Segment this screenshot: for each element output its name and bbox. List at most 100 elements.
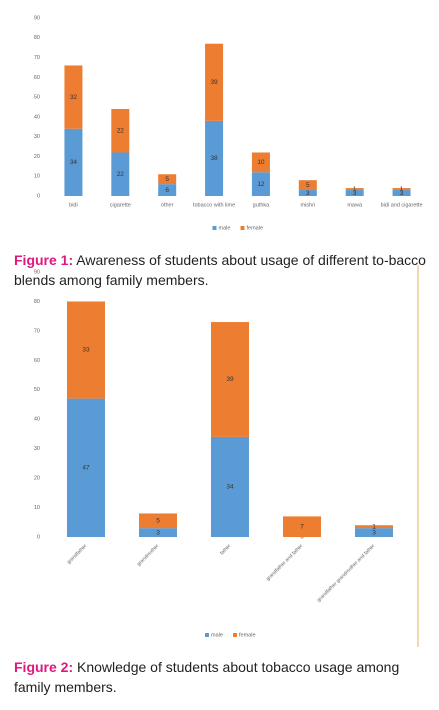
y-tick-label: 90 [34,15,40,21]
y-tick-label: 40 [34,417,40,423]
y-tick-label: 70 [34,55,40,61]
legend-swatch [212,226,217,230]
y-tick-label: 10 [34,174,40,180]
legend-label: male [219,225,231,231]
caption: Figure 2: Knowledge of students about to… [14,657,429,697]
x-tick-label: cigarette [110,202,131,208]
x-tick-label: guthka [253,202,270,208]
bar-segment [298,180,317,191]
y-tick-label: 0 [37,193,40,199]
data-label: 3 [156,529,160,536]
bar-segment [111,108,130,153]
data-label: 22 [117,127,125,134]
bar-segment [345,188,364,191]
y-tick-label: 80 [34,299,40,305]
figure-label: Figure 1: [14,252,74,268]
data-label: 1 [400,186,404,193]
bar-segment [211,436,249,537]
bar-segment [64,65,83,129]
data-label: 39 [226,376,234,383]
data-label: 12 [257,181,265,188]
caption-text: Knowledge of students about tobacco usag… [14,659,400,695]
x-tick-label: grandmother [136,543,161,568]
data-label: 3 [353,190,357,197]
data-label: 0 [300,534,304,541]
x-tick-label: grandfather and father [265,543,304,582]
y-tick-label: 70 [34,328,40,334]
x-tick-label: grandfather [66,543,89,566]
caption-text: Awareness of students about usage of dif… [14,252,426,288]
legend-label: female [247,225,264,231]
data-label: 7 [300,523,304,530]
data-label: 5 [306,182,310,189]
bar-segment [67,398,105,537]
bar-segment [139,528,177,537]
chart: 01020304050607080904733grandfather35gran… [34,265,419,647]
y-tick-label: 80 [34,35,40,41]
data-label: 1 [372,523,376,530]
y-tick-label: 20 [34,476,40,482]
figure-label: Figure 2: [14,659,74,675]
bar-segment [345,190,364,196]
legend-label: male [211,632,223,638]
legend-label: female [239,632,256,638]
x-tick-label: bidi and cigarette [381,202,423,208]
data-label: 47 [82,465,90,472]
y-tick-label: 60 [34,75,40,81]
data-label: 5 [156,518,160,525]
bar-segment [355,525,393,529]
bar-segment [64,128,83,196]
bar-segment [111,152,130,196]
chart: 0 10 20 30 40 50 60 70 80 90 34 32 bidi 22 22 cigarette… [34,15,423,231]
bar-segment [139,513,177,529]
bar-segment [205,120,224,196]
data-label: 38 [210,155,218,162]
data-label: 10 [257,159,265,166]
x-tick-label: bidi [69,202,78,208]
bar-segment [392,190,411,196]
legend-swatch [205,633,209,637]
legend-swatch [240,226,245,230]
data-label: 33 [82,347,90,354]
y-tick-label: 10 [34,505,40,511]
x-tick-label: grandfather grandmother and father [316,543,376,603]
data-label: 6 [165,187,169,194]
data-label: 39 [210,79,218,86]
bar-segment [392,188,411,191]
y-tick-label: 50 [34,95,40,101]
bar-segment [211,322,249,437]
legend-swatch [233,633,237,637]
bar-segment [283,516,321,537]
x-tick-label: other [161,202,174,208]
bar-segment [251,172,270,196]
data-label: 32 [70,94,78,101]
bar-segment [158,174,177,185]
bar-segment [67,301,105,399]
bar-segment [298,190,317,196]
data-label: 34 [226,484,234,491]
bar-segment [251,152,270,173]
data-label: 3 [306,190,310,197]
y-tick-label: 90 [34,269,40,275]
data-label: 3 [400,190,404,197]
caption: Figure 1: Awareness of students about us… [14,250,429,290]
data-label: 5 [165,176,169,183]
x-tick-label: mishri [300,202,315,208]
data-label: 3 [372,529,376,536]
y-tick-label: 20 [34,154,40,160]
bar-segment [355,528,393,537]
bar-segment [158,184,177,196]
y-tick-label: 40 [34,114,40,120]
y-tick-label: 30 [34,446,40,452]
data-label: 22 [117,171,125,178]
y-tick-label: 0 [37,534,40,540]
y-tick-label: 60 [34,358,40,364]
data-label: 1 [353,186,357,193]
y-tick-label: 30 [34,134,40,140]
data-label: 34 [70,159,78,166]
y-tick-label: 50 [34,387,40,393]
x-tick-label: father [219,543,233,557]
x-tick-label: mawa [347,202,363,208]
bar-segment [205,43,224,121]
